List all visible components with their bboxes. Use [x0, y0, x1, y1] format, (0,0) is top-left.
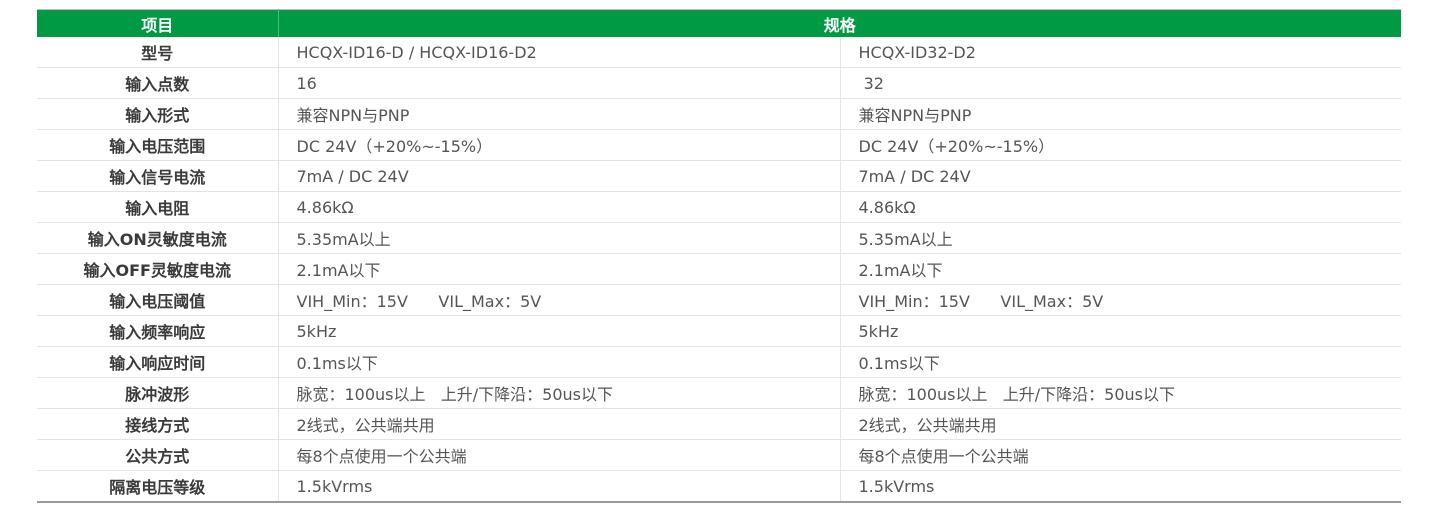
- spec-value-16: 0.1ms以下: [277, 346, 840, 378]
- table-row: 输入OFF灵敏度电流 2.1mA以下 2.1mA以下: [37, 253, 1402, 285]
- spec-value-16: 2.1mA以下: [277, 253, 840, 285]
- table-row: 输入频率响应 5kHz 5kHz: [37, 315, 1402, 347]
- spec-value-16: 4.86kΩ: [277, 191, 840, 223]
- table-row: 输入ON灵敏度电流 5.35mA以上 5.35mA以上: [37, 222, 1402, 254]
- table-row: 脉冲波形 脉宽：100us以上 上升/下降沿：50us以下 脉宽：100us以上 上…: [37, 377, 1402, 409]
- spec-value-16: 2线式，公共端共用: [277, 408, 840, 440]
- row-label: 输入频率响应: [37, 315, 278, 347]
- table-row: 输入形式 兼容NPN与PNP 兼容NPN与PNP: [37, 98, 1402, 130]
- row-label: 隔离电压等级: [37, 470, 278, 503]
- spec-value-16: 兼容NPN与PNP: [277, 98, 840, 130]
- spec-value-32: 5kHz: [839, 315, 1402, 347]
- header-row: 项目 规格: [37, 9, 1402, 37]
- row-label: 输入电压范围: [37, 129, 278, 161]
- spec-value-16: 7mA / DC 24V: [277, 160, 840, 192]
- spec-value-16: 16: [277, 67, 840, 99]
- spec-value-32: DC 24V（+20%~-15%）: [839, 129, 1402, 161]
- spec-value-32: VIH_Min：15V VIL_Max：5V: [839, 284, 1402, 316]
- spec-value-16: 每8个点使用一个公共端: [277, 439, 840, 471]
- row-label: 脉冲波形: [37, 377, 278, 409]
- row-label: 公共方式: [37, 439, 278, 471]
- table-row: 型号 HCQX-ID16-D / HCQX-ID16-D2 HCQX-ID32-D2: [37, 37, 1402, 68]
- row-label: 输入形式: [37, 98, 278, 130]
- spec-value-32: 0.1ms以下: [839, 346, 1402, 378]
- spec-value-16: HCQX-ID16-D / HCQX-ID16-D2: [277, 37, 840, 68]
- spec-value-16: 5.35mA以上: [277, 222, 840, 254]
- spec-value-32: 32: [839, 67, 1402, 99]
- table-row: 输入点数 16 32: [37, 67, 1402, 99]
- table-row: 输入信号电流 7mA / DC 24V 7mA / DC 24V: [37, 160, 1402, 192]
- header-item: 项目: [37, 9, 278, 37]
- spec-value-32: 7mA / DC 24V: [839, 160, 1402, 192]
- spec-value-16: 5kHz: [277, 315, 840, 347]
- row-label: 输入电压阈值: [37, 284, 278, 316]
- row-label: 输入OFF灵敏度电流: [37, 253, 278, 285]
- table-row: 隔离电压等级 1.5kVrms 1.5kVrms: [37, 470, 1402, 503]
- spec-value-32: HCQX-ID32-D2: [839, 37, 1402, 68]
- row-label: 输入响应时间: [37, 346, 278, 378]
- table-row: 公共方式 每8个点使用一个公共端 每8个点使用一个公共端: [37, 439, 1402, 471]
- spec-value-32: 1.5kVrms: [839, 470, 1402, 503]
- table-row: 输入电阻 4.86kΩ 4.86kΩ: [37, 191, 1402, 223]
- spec-value-32: 兼容NPN与PNP: [839, 98, 1402, 130]
- spec-value-32: 4.86kΩ: [839, 191, 1402, 223]
- header-spec: 规格: [277, 9, 1402, 37]
- row-label: 输入ON灵敏度电流: [37, 222, 278, 254]
- row-label: 输入电阻: [37, 191, 278, 223]
- spec-table: 项目 规格 型号 HCQX-ID16-D / HCQX-ID16-D2 HCQX-I…: [37, 9, 1402, 503]
- spec-value-32: 脉宽：100us以上 上升/下降沿：50us以下: [839, 377, 1402, 409]
- spec-value-16: 脉宽：100us以上 上升/下降沿：50us以下: [277, 377, 840, 409]
- spec-value-16: VIH_Min：15V VIL_Max：5V: [277, 284, 840, 316]
- row-label: 型号: [37, 37, 278, 68]
- table-row: 接线方式 2线式，公共端共用 2线式，公共端共用: [37, 408, 1402, 440]
- table-row: 输入电压范围 DC 24V（+20%~-15%） DC 24V（+20%~-15%）: [37, 129, 1402, 161]
- spec-value-32: 5.35mA以上: [839, 222, 1402, 254]
- spec-value-32: 2.1mA以下: [839, 253, 1402, 285]
- table-row: 输入电压阈值 VIH_Min：15V VIL_Max：5V VIH_Min：15V …: [37, 284, 1402, 316]
- spec-value-32: 每8个点使用一个公共端: [839, 439, 1402, 471]
- row-label: 输入点数: [37, 67, 278, 99]
- spec-value-16: DC 24V（+20%~-15%）: [277, 129, 840, 161]
- table-row: 输入响应时间 0.1ms以下 0.1ms以下: [37, 346, 1402, 378]
- row-label: 输入信号电流: [37, 160, 278, 192]
- row-label: 接线方式: [37, 408, 278, 440]
- spec-value-16: 1.5kVrms: [277, 470, 840, 503]
- spec-value-32: 2线式，公共端共用: [839, 408, 1402, 440]
